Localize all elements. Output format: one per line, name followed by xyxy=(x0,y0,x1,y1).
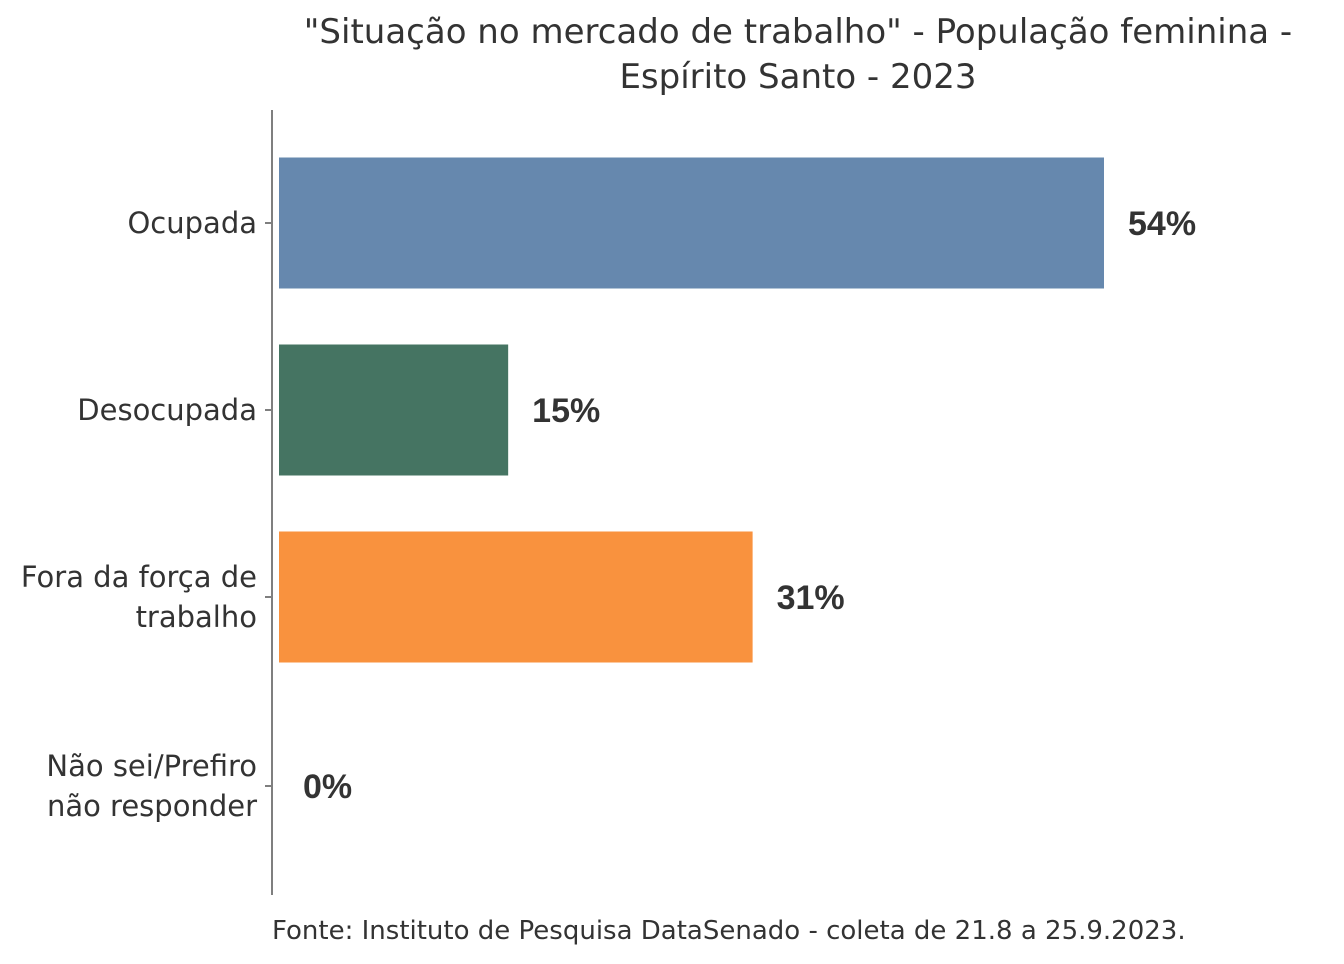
y-axis xyxy=(265,110,273,895)
chart-title-line: Espírito Santo - 2023 xyxy=(619,57,976,97)
value-label: 31% xyxy=(777,579,845,617)
bar-desocupada xyxy=(279,344,509,476)
value-label: 15% xyxy=(532,392,600,430)
category-label: Ocupada xyxy=(127,206,257,240)
bar-fora-da-for-a-de-trabalho xyxy=(279,531,753,663)
source-note: Fonte: Instituto de Pesquisa DataSenado … xyxy=(272,916,1186,946)
value-labels: 54% 15% 31% 0% xyxy=(303,205,1196,806)
category-label: Desocupada xyxy=(77,393,257,427)
chart-title-line: "Situação no mercado de trabalho" - Popu… xyxy=(304,12,1292,52)
source-note-group: Fonte: Instituto de Pesquisa DataSenado … xyxy=(272,916,1186,946)
category-label: trabalho xyxy=(136,600,257,634)
bar-ocupada xyxy=(279,157,1104,289)
category-label: Fora da força de xyxy=(21,560,257,594)
value-label: 0% xyxy=(303,768,352,806)
bars xyxy=(279,157,1104,663)
category-label: não responder xyxy=(47,789,257,823)
value-label: 54% xyxy=(1128,205,1196,243)
category-label: Não sei/Prefiro xyxy=(46,749,257,783)
chart-title: "Situação no mercado de trabalho" - Popu… xyxy=(304,12,1292,97)
category-labels: Ocupada Desocupada Fora da força de trabalh… xyxy=(21,206,257,823)
